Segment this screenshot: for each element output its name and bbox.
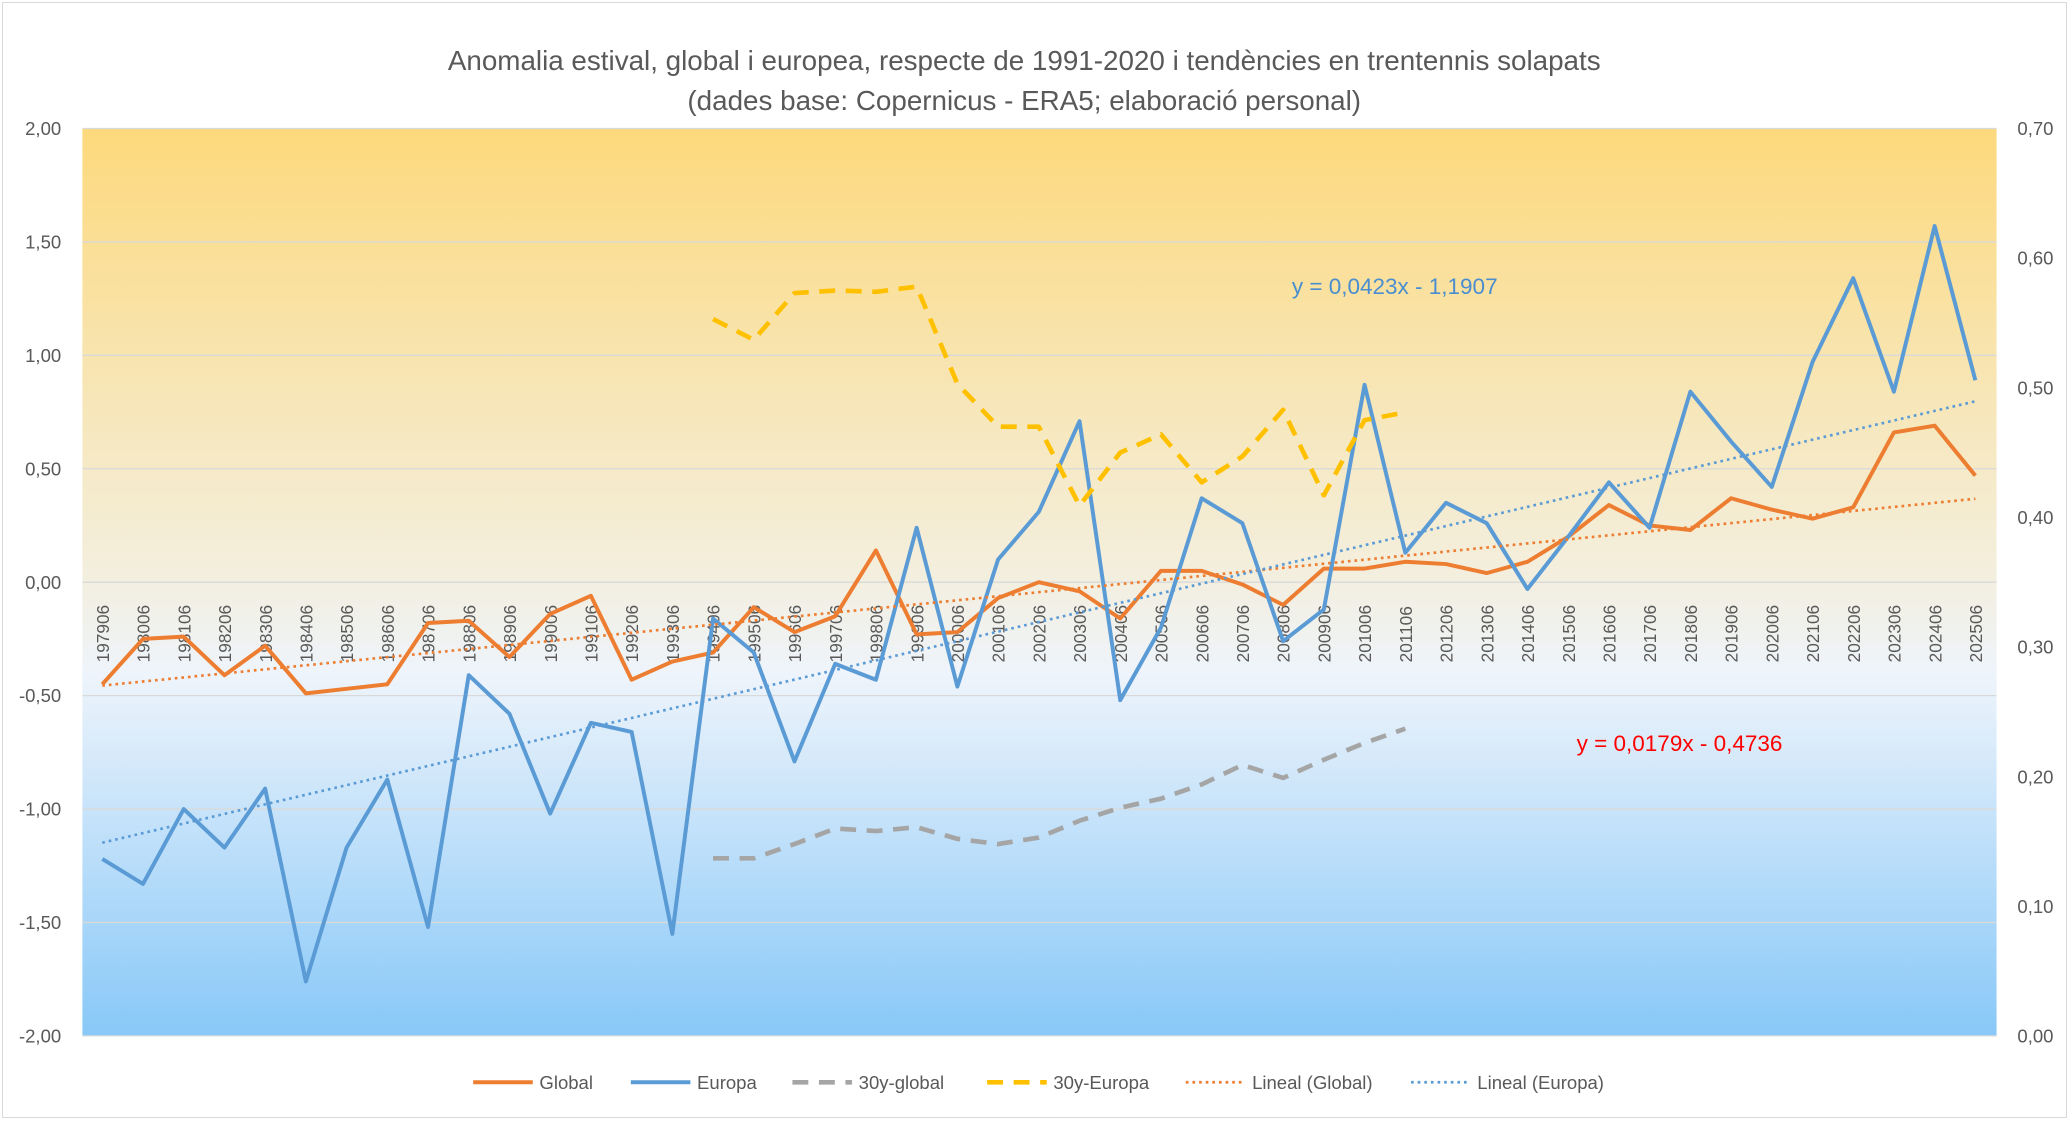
series-line-europa — [101, 224, 1978, 984]
right-tick-label: 0,30 — [2017, 637, 2053, 658]
left-tick-label: -1,00 — [19, 799, 61, 820]
trend-equation-global: y = 0,0179x - 0,4736 — [1577, 731, 1783, 756]
left-tick-label: 1,50 — [25, 232, 61, 253]
x-tick-label: 199306 — [663, 605, 683, 662]
legend-label: Global — [539, 1072, 593, 1093]
x-tick-label: 201806 — [1681, 605, 1701, 662]
legend-label: Lineal (Global) — [1252, 1072, 1373, 1093]
legend-label: Lineal (Europa) — [1477, 1072, 1604, 1093]
x-tick-label: 200306 — [1070, 605, 1090, 662]
right-tick-label: 0,70 — [2017, 118, 2053, 139]
right-tick-label: 0,10 — [2017, 896, 2053, 917]
x-tick-label: 201506 — [1559, 605, 1579, 662]
right-tick-label: 0,20 — [2017, 766, 2053, 787]
x-tick-label: 198806 — [459, 605, 479, 662]
left-tick-label: 2,00 — [25, 118, 61, 139]
right-tick-label: 0,50 — [2017, 377, 2053, 398]
x-tick-label: 199106 — [582, 605, 602, 662]
legend-label: 30y-global — [859, 1072, 945, 1093]
x-tick-label: 201906 — [1722, 605, 1742, 662]
chart-title: Anomalia estival, global i europea, resp… — [448, 45, 1601, 76]
x-tick-label: 202506 — [1966, 605, 1986, 662]
x-tick-label: 198506 — [337, 605, 357, 662]
left-tick-label: 0,50 — [25, 458, 61, 479]
x-tick-label: 200206 — [1029, 605, 1049, 662]
x-tick-label: 202306 — [1885, 605, 1905, 662]
x-tick-label: 199806 — [867, 605, 887, 662]
x-tick-label: 201706 — [1640, 605, 1660, 662]
right-tick-label: 0,60 — [2017, 248, 2053, 269]
x-tick-label: 201406 — [1518, 605, 1538, 662]
series-line-30y-europa — [712, 284, 1406, 509]
x-tick-label: 201306 — [1477, 605, 1497, 662]
right-tick-label: 0,00 — [2017, 1026, 2053, 1047]
left-tick-label: -2,00 — [19, 1026, 61, 1047]
x-tick-label: 198906 — [500, 605, 520, 662]
x-tick-label: 200806 — [1274, 605, 1294, 662]
left-tick-label: -1,50 — [19, 912, 61, 933]
legend: Global Europa 30y-global 30y-Europa Lineal (… — [473, 1072, 1604, 1093]
x-tick-label: 202206 — [1844, 605, 1864, 662]
series-line-global — [100, 423, 1977, 696]
x-tick-label: 197906 — [93, 605, 113, 662]
series-line-lineal-global — [102, 497, 1976, 687]
x-tick-label: 200606 — [1192, 605, 1212, 662]
x-tick-label: 201206 — [1437, 605, 1457, 662]
x-tick-label: 198606 — [378, 605, 398, 662]
x-tick-label: 198006 — [134, 605, 154, 662]
x-tick-label: 200506 — [1152, 605, 1172, 662]
x-tick-label: 198406 — [296, 605, 316, 662]
legend-label: Europa — [697, 1072, 757, 1093]
left-tick-label: 0,00 — [25, 572, 61, 593]
legend-label: 30y-Europa — [1053, 1072, 1149, 1093]
x-tick-label: 198206 — [215, 605, 235, 662]
x-tick-label: 202406 — [1925, 605, 1945, 662]
series-line-lineal-europa — [101, 400, 1976, 844]
x-tick-label: 201606 — [1600, 605, 1620, 662]
left-tick-label: -0,50 — [19, 685, 61, 706]
x-tick-label: 200706 — [1233, 605, 1253, 662]
x-tick-label: 201106 — [1396, 606, 1416, 662]
x-tick-label: 200906 — [1314, 605, 1334, 662]
left-tick-label: 1,00 — [25, 345, 61, 366]
x-tick-label: 198706 — [419, 605, 439, 662]
x-tick-label: 202006 — [1762, 605, 1782, 662]
x-tick-label: 198106 — [174, 605, 194, 662]
x-tick-label: 202106 — [1803, 605, 1823, 662]
trend-equation-europa: y = 0,0423x - 1,1907 — [1292, 274, 1498, 299]
x-tick-label: 200406 — [1111, 605, 1131, 662]
right-tick-label: 0,40 — [2017, 507, 2053, 528]
chart-subtitle: (dades base: Copernicus - ERA5; elaborac… — [687, 85, 1361, 116]
series-line-30y-global — [713, 726, 1407, 861]
x-tick-label: 200106 — [989, 605, 1009, 662]
x-tick-label: 201006 — [1355, 605, 1375, 662]
